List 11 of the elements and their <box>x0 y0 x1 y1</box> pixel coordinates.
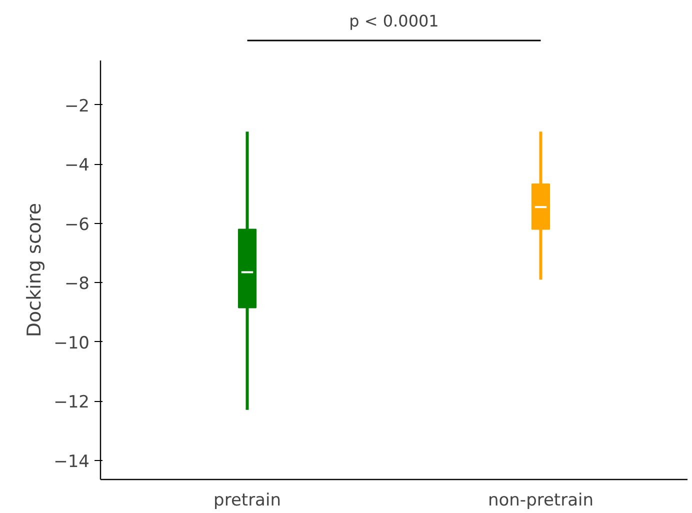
y-tick-label: −4 <box>64 156 90 176</box>
y-axis-title: Docking score <box>24 202 46 338</box>
y-tick-label: −14 <box>54 452 90 472</box>
text: p < 0.0001 <box>349 12 439 30</box>
y-tick-label: −6 <box>64 214 90 235</box>
y-tick-label: −12 <box>54 392 90 413</box>
y-tick-label: −10 <box>54 333 90 354</box>
y-tick-label: −2 <box>64 96 90 116</box>
y-tick-label: −8 <box>64 274 90 294</box>
x-tick-label: pretrain <box>214 490 281 510</box>
x-tick-label: non-pretrain <box>488 490 594 510</box>
